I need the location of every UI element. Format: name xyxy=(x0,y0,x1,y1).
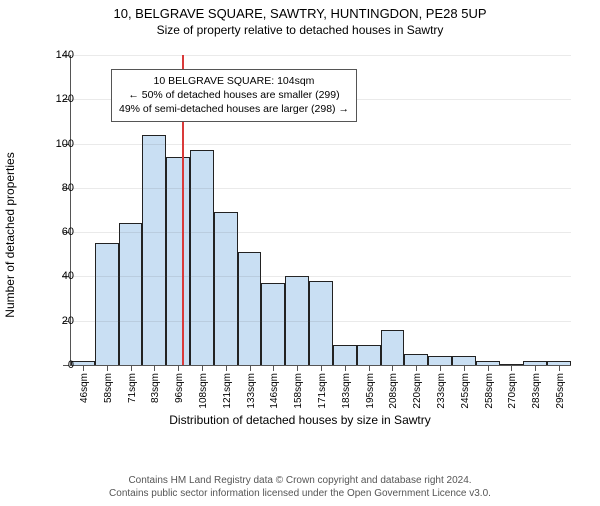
y-tick-label: 140 xyxy=(56,49,74,61)
annotation-box: 10 BELGRAVE SQUARE: 104sqm← 50% of detac… xyxy=(111,69,357,122)
annotation-line: 49% of semi-detached houses are larger (… xyxy=(119,102,349,116)
x-tick-label: 71sqm xyxy=(127,373,138,403)
x-tick-label: 183sqm xyxy=(341,373,352,409)
x-tick xyxy=(250,365,251,371)
x-tick xyxy=(178,365,179,371)
bar xyxy=(309,281,333,365)
page-subtitle: Size of property relative to detached ho… xyxy=(0,23,600,37)
x-tick-label: 46sqm xyxy=(79,373,90,403)
x-tick-label: 171sqm xyxy=(317,373,328,409)
footer-line-1: Contains HM Land Registry data © Crown c… xyxy=(0,474,600,487)
gridline xyxy=(71,321,571,322)
x-tick xyxy=(202,365,203,371)
x-tick-label: 245sqm xyxy=(460,373,471,409)
x-tick-label: 96sqm xyxy=(174,373,185,403)
bar xyxy=(238,252,262,365)
x-tick-label: 195sqm xyxy=(365,373,376,409)
y-tick-label: 40 xyxy=(62,270,74,282)
x-tick xyxy=(392,365,393,371)
x-tick-label: 233sqm xyxy=(436,373,447,409)
bar xyxy=(357,345,381,365)
x-tick-label: 158sqm xyxy=(293,373,304,409)
y-tick-label: 20 xyxy=(62,315,74,327)
x-tick xyxy=(107,365,108,371)
x-tick-label: 270sqm xyxy=(507,373,518,409)
x-tick xyxy=(464,365,465,371)
y-axis-label: Number of detached properties xyxy=(3,152,17,317)
x-tick-label: 108sqm xyxy=(198,373,209,409)
bar xyxy=(428,356,452,365)
gridline xyxy=(71,188,571,189)
bar xyxy=(142,135,166,365)
y-tick-label: 0 xyxy=(68,359,74,371)
x-tick xyxy=(297,365,298,371)
bar xyxy=(95,243,119,365)
y-tick-label: 120 xyxy=(56,93,74,105)
x-axis-label: Distribution of detached houses by size … xyxy=(169,413,430,427)
x-tick xyxy=(273,365,274,371)
bar xyxy=(214,212,238,365)
gridline xyxy=(71,276,571,277)
x-tick xyxy=(83,365,84,371)
gridline xyxy=(71,55,571,56)
x-tick xyxy=(511,365,512,371)
x-tick-label: 146sqm xyxy=(269,373,280,409)
bar xyxy=(404,354,428,365)
chart: Number of detached properties 46sqm58sqm… xyxy=(20,45,580,425)
plot-area: 46sqm58sqm71sqm83sqm96sqm108sqm121sqm133… xyxy=(70,55,571,366)
x-tick-label: 295sqm xyxy=(555,373,566,409)
x-tick-label: 121sqm xyxy=(222,373,233,409)
bar xyxy=(261,283,285,365)
x-tick xyxy=(416,365,417,371)
x-tick-label: 58sqm xyxy=(103,373,114,403)
x-tick xyxy=(226,365,227,371)
page-title: 10, BELGRAVE SQUARE, SAWTRY, HUNTINGDON,… xyxy=(0,6,600,21)
annotation-line: ← 50% of detached houses are smaller (29… xyxy=(119,88,349,102)
x-tick xyxy=(559,365,560,371)
x-tick xyxy=(345,365,346,371)
x-tick xyxy=(488,365,489,371)
bar xyxy=(190,150,214,365)
x-tick-label: 133sqm xyxy=(246,373,257,409)
gridline xyxy=(71,144,571,145)
x-tick xyxy=(131,365,132,371)
bar xyxy=(119,223,143,365)
y-tick-label: 80 xyxy=(62,182,74,194)
x-tick xyxy=(535,365,536,371)
x-tick xyxy=(440,365,441,371)
bar xyxy=(452,356,476,365)
x-tick-label: 283sqm xyxy=(531,373,542,409)
annotation-line: 10 BELGRAVE SQUARE: 104sqm xyxy=(119,74,349,88)
x-tick xyxy=(369,365,370,371)
x-tick xyxy=(154,365,155,371)
footer-line-2: Contains public sector information licen… xyxy=(0,487,600,500)
x-tick-label: 208sqm xyxy=(388,373,399,409)
footer: Contains HM Land Registry data © Crown c… xyxy=(0,474,600,500)
x-tick-label: 258sqm xyxy=(484,373,495,409)
bar xyxy=(333,345,357,365)
y-tick-label: 60 xyxy=(62,226,74,238)
gridline xyxy=(71,232,571,233)
y-tick-label: 100 xyxy=(56,138,74,150)
x-tick-label: 83sqm xyxy=(150,373,161,403)
x-tick xyxy=(321,365,322,371)
bar xyxy=(381,330,405,365)
x-tick-label: 220sqm xyxy=(412,373,423,409)
